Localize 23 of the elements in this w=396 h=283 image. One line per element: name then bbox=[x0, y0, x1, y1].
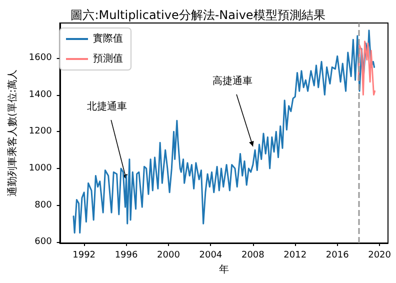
annotation: 北捷通車 bbox=[87, 100, 128, 112]
legend-label: 實際值 bbox=[93, 32, 123, 44]
x-tick-label: 1992 bbox=[72, 250, 96, 260]
line-series bbox=[358, 40, 376, 96]
y-tick-label: 1000 bbox=[28, 163, 52, 174]
y-tick-label: 800 bbox=[34, 200, 52, 210]
annotation: 高捷通車 bbox=[212, 74, 253, 87]
x-tick-label: 2012 bbox=[284, 250, 307, 260]
x-tick-label: 2008 bbox=[241, 250, 265, 260]
y-tick-label: 1200 bbox=[28, 126, 52, 137]
y-axis-title: 通勤列車乘客人數(單位:萬人 bbox=[6, 69, 18, 197]
x-tick-label: 2004 bbox=[199, 250, 222, 260]
x-tick-label: 2000 bbox=[157, 250, 180, 260]
y-tick-label: 1400 bbox=[28, 90, 52, 100]
x-tick-label: 2020 bbox=[368, 250, 392, 260]
y-tick-label: 600 bbox=[34, 237, 52, 248]
legend-label: 預測值 bbox=[93, 52, 123, 64]
x-tick-label: 1996 bbox=[114, 250, 138, 260]
x-tick-label: 2016 bbox=[326, 250, 350, 260]
chart-title: 圖六:Multiplicative分解法-Naive模型預測結果 bbox=[70, 8, 326, 22]
line-series bbox=[72, 30, 376, 234]
x-axis-title: 年 bbox=[218, 264, 229, 276]
y-tick-label: 1600 bbox=[28, 52, 52, 63]
